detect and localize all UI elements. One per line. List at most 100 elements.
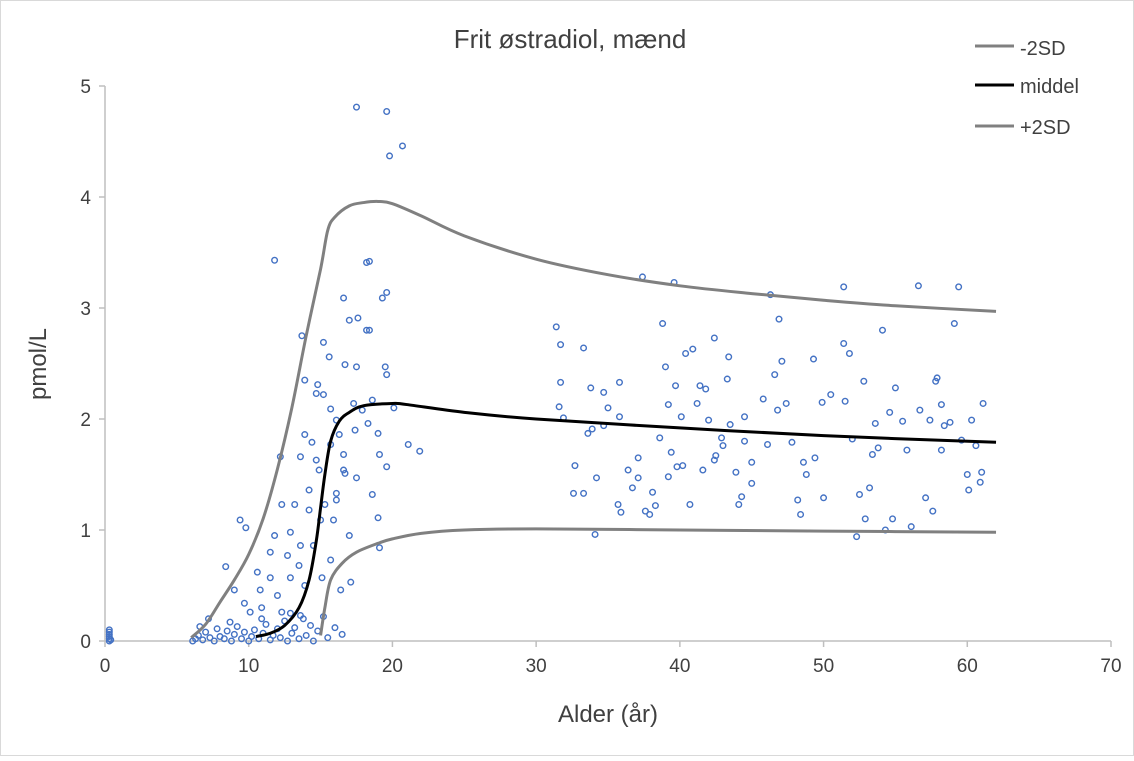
- data-point: [325, 353, 333, 361]
- data-point: [319, 338, 327, 346]
- data-point: [375, 451, 383, 459]
- data-point: [258, 615, 266, 623]
- data-point: [661, 363, 669, 371]
- data-point: [899, 417, 907, 425]
- data-point: [940, 422, 948, 430]
- y-tick-label: 3: [80, 299, 91, 320]
- x-tick-label: 60: [957, 656, 978, 677]
- data-point: [845, 350, 853, 358]
- data-point: [390, 404, 398, 412]
- data-point: [332, 496, 340, 504]
- data-point: [288, 629, 296, 637]
- data-point: [222, 563, 230, 571]
- data-point: [710, 334, 718, 342]
- data-point: [775, 315, 783, 323]
- data-point: [693, 399, 701, 407]
- data-point: [946, 418, 954, 426]
- data-point: [365, 257, 373, 265]
- x-tick-label: 40: [669, 656, 690, 677]
- data-point: [570, 489, 578, 497]
- data-point: [301, 376, 309, 384]
- data-point: [284, 637, 292, 645]
- data-point: [383, 288, 391, 296]
- data-point: [337, 586, 345, 594]
- data-point: [246, 608, 254, 616]
- data-point: [646, 510, 654, 518]
- data-point: [929, 507, 937, 515]
- data-point: [364, 419, 372, 427]
- data-point: [818, 398, 826, 406]
- data-point: [782, 399, 790, 407]
- data-point: [860, 377, 868, 385]
- data-point: [963, 471, 971, 479]
- data-point: [248, 633, 256, 641]
- data-point: [764, 441, 772, 449]
- data-point: [383, 371, 391, 379]
- scatter-points: [105, 103, 987, 645]
- data-point: [105, 626, 113, 634]
- data-point: [105, 637, 113, 645]
- data-point: [686, 500, 694, 508]
- data-point: [314, 381, 322, 389]
- data-point: [726, 421, 734, 429]
- data-point: [286, 609, 294, 617]
- data-point: [591, 530, 599, 538]
- data-point: [340, 451, 348, 459]
- data-point: [933, 374, 941, 382]
- data-point: [271, 532, 279, 540]
- data-point: [353, 363, 361, 371]
- data-point: [206, 634, 214, 642]
- data-point: [840, 340, 848, 348]
- data-point: [628, 484, 636, 492]
- legend-label-plus-2sd: +2SD: [1020, 117, 1071, 139]
- y-axis-label: pmol/L: [25, 328, 52, 400]
- data-point: [238, 635, 246, 643]
- data-point: [651, 502, 659, 510]
- data-point: [305, 506, 313, 514]
- data-point: [383, 108, 391, 116]
- data-point: [723, 375, 731, 383]
- data-point: [580, 344, 588, 352]
- data-point: [315, 466, 323, 474]
- legend: -2SD middel +2SD: [975, 38, 1079, 139]
- y-tick-label: 0: [80, 632, 91, 653]
- data-point: [968, 416, 976, 424]
- data-point: [614, 500, 622, 508]
- data-point: [656, 434, 664, 442]
- data-point: [363, 326, 371, 334]
- data-point: [689, 345, 697, 353]
- data-point: [557, 341, 565, 349]
- data-point: [386, 152, 394, 160]
- x-tick-label: 0: [100, 656, 111, 677]
- data-point: [301, 431, 309, 439]
- data-point: [273, 591, 281, 599]
- data-point: [634, 454, 642, 462]
- data-point: [284, 552, 292, 560]
- data-point: [324, 634, 332, 642]
- data-point: [240, 628, 248, 636]
- data-point: [220, 635, 228, 643]
- data-point: [810, 355, 818, 363]
- data-point: [381, 363, 389, 371]
- data-point: [307, 621, 315, 629]
- data-point: [641, 507, 649, 515]
- data-point: [664, 473, 672, 481]
- data-point: [759, 395, 767, 403]
- data-point: [719, 442, 727, 450]
- data-point: [705, 416, 713, 424]
- data-point: [571, 462, 579, 470]
- data-point: [271, 256, 279, 264]
- data-point: [732, 468, 740, 476]
- data-point: [368, 490, 376, 498]
- data-point: [840, 283, 848, 291]
- data-point: [266, 548, 274, 556]
- data-point: [286, 528, 294, 536]
- data-point: [374, 429, 382, 437]
- data-point: [735, 500, 743, 508]
- data-point: [286, 574, 294, 582]
- data-point: [861, 515, 869, 523]
- data-point: [345, 316, 353, 324]
- data-point: [677, 413, 685, 421]
